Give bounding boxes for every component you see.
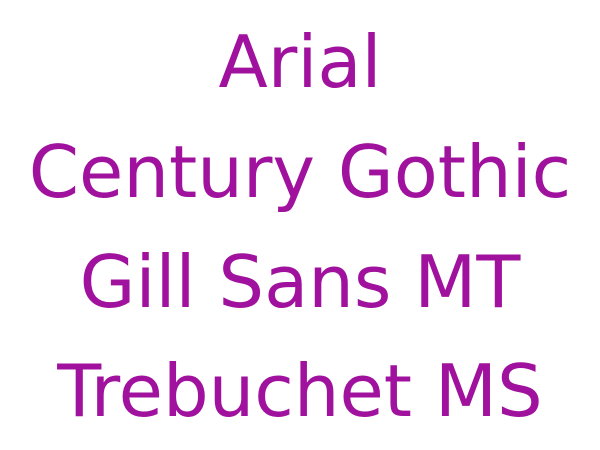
font-name-century-gothic: Century Gothic	[28, 130, 572, 214]
font-name-gill-sans-mt: Gill Sans MT	[79, 240, 521, 324]
font-name-arial: Arial	[218, 20, 382, 104]
font-name-trebuchet-ms: Trebuchet MS	[57, 349, 543, 433]
